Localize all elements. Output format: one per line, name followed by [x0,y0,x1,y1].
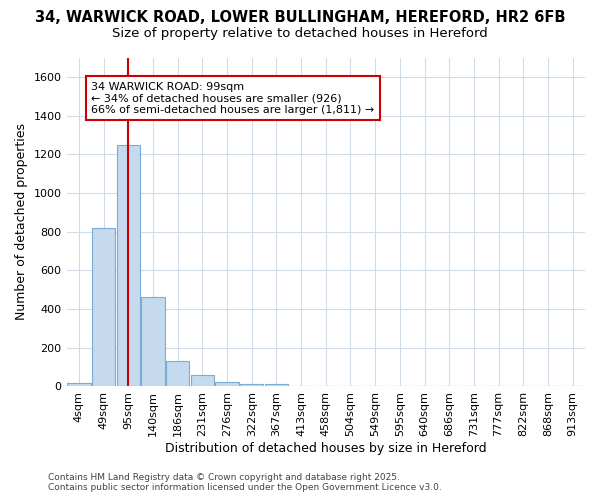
Text: 34 WARWICK ROAD: 99sqm
← 34% of detached houses are smaller (926)
66% of semi-de: 34 WARWICK ROAD: 99sqm ← 34% of detached… [91,82,374,114]
Bar [240,384,263,386]
Text: Contains HM Land Registry data © Crown copyright and database right 2025.
Contai: Contains HM Land Registry data © Crown c… [48,473,442,492]
Bar [116,144,140,386]
Y-axis label: Number of detached properties: Number of detached properties [15,124,28,320]
X-axis label: Distribution of detached houses by size in Hereford: Distribution of detached houses by size … [165,442,487,455]
Bar [265,384,288,386]
Text: 34, WARWICK ROAD, LOWER BULLINGHAM, HEREFORD, HR2 6FB: 34, WARWICK ROAD, LOWER BULLINGHAM, HERE… [35,10,565,25]
Bar [141,298,164,386]
Bar [92,228,115,386]
Bar [67,382,91,386]
Bar [215,382,239,386]
Bar [166,362,190,386]
Text: Size of property relative to detached houses in Hereford: Size of property relative to detached ho… [112,28,488,40]
Bar [191,375,214,386]
